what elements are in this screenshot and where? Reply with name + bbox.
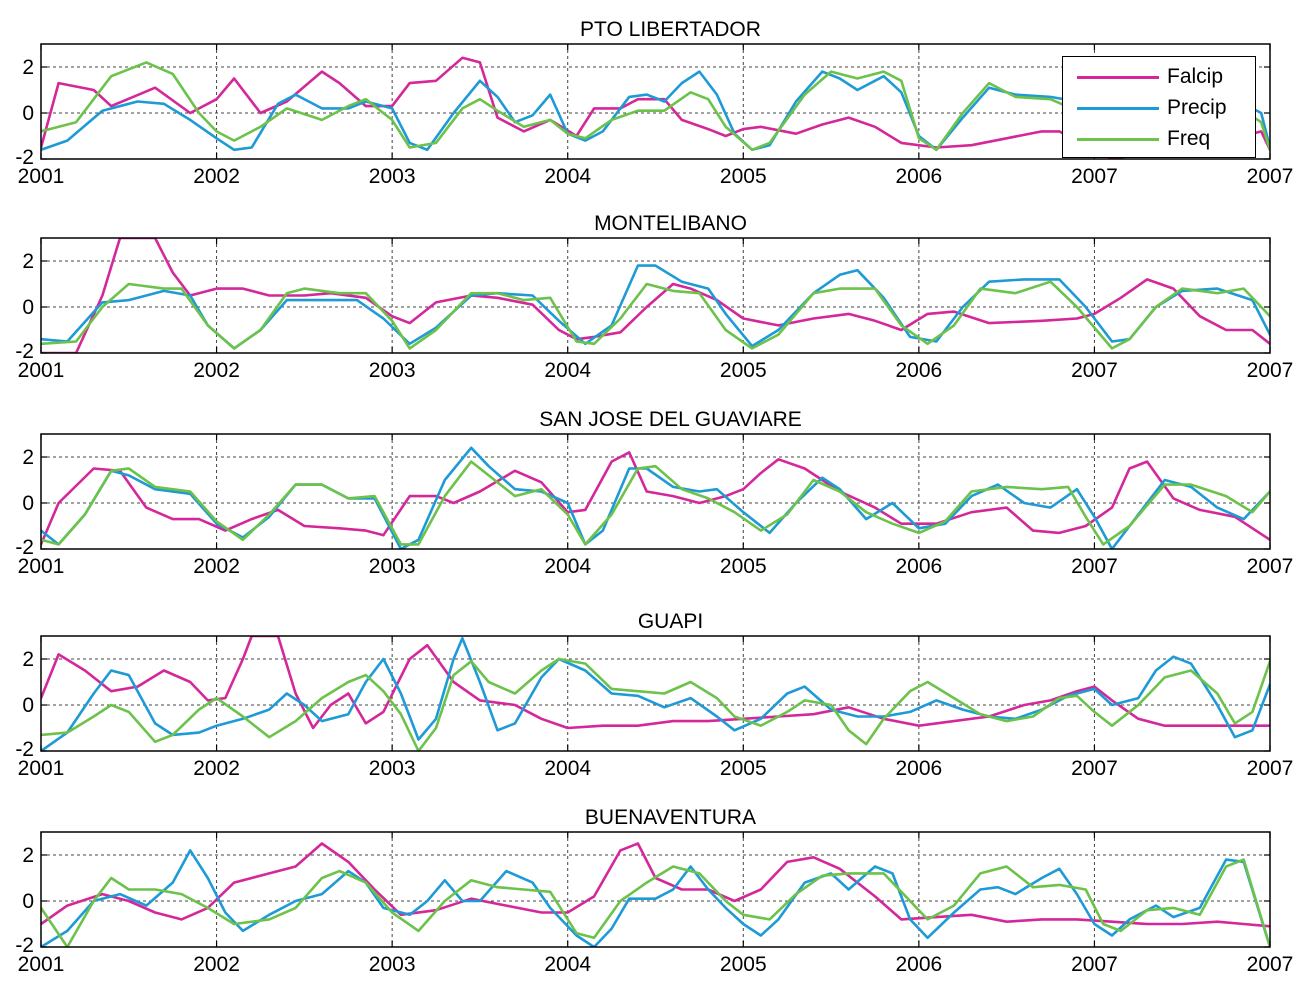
y-tick-label: 2 xyxy=(22,56,34,79)
x-tick-label: 2002 xyxy=(193,555,240,578)
series-line-freq xyxy=(41,61,1270,152)
series-line-freq xyxy=(41,280,1270,350)
axes-frame xyxy=(40,43,1271,160)
x-tick-label: 2007 xyxy=(1071,555,1118,578)
y-tick-label: -2 xyxy=(15,934,34,957)
legend-item-freq: Freq xyxy=(1063,124,1255,154)
axes-frame xyxy=(40,433,1271,550)
panel-title: SAN JOSE DEL GUAVIARE xyxy=(539,408,802,431)
legend: Falcip Precip Freq xyxy=(1062,56,1256,158)
y-tick-label: -2 xyxy=(15,340,34,363)
x-tick-label: 2005 xyxy=(720,953,767,976)
x-tick-label: 2004 xyxy=(544,555,591,578)
axes-frame xyxy=(40,635,1271,752)
legend-item-precip: Precip xyxy=(1063,93,1255,123)
panel-guapi: 2001 2002 2003 2004 2005 2006 2007 2007 -2 0 2 GUAP… xyxy=(15,610,1293,780)
y-tick-label: 2 xyxy=(22,648,34,671)
x-tick-label: 2005 xyxy=(720,165,767,188)
panel-montelibano: 2001 2002 2003 2004 2005 2006 2007 2007 -2 0 2 MONT… xyxy=(15,212,1293,382)
legend-item-falcip: Falcip xyxy=(1063,62,1255,92)
x-tick-label: 2007 xyxy=(1071,165,1118,188)
x-tick-label: 2004 xyxy=(544,165,591,188)
series-line-freq xyxy=(41,858,1270,947)
x-tick-label: 2002 xyxy=(193,359,240,382)
x-tick-label: 2006 xyxy=(895,555,942,578)
series-line-falcip xyxy=(41,842,1270,928)
x-tick-label: 2005 xyxy=(720,757,767,780)
series-line-precip xyxy=(41,70,1270,152)
x-tick-label: 2002 xyxy=(193,953,240,976)
x-tick-label: 2003 xyxy=(369,757,416,780)
legend-label-freq: Freq xyxy=(1167,127,1211,150)
panel-pto-libertador: 2001 2002 2003 2004 2005 2006 2007 2007 -2 0 2 PTO … xyxy=(15,18,1293,188)
series-line-precip xyxy=(41,446,1270,549)
x-tick-label: 2007 xyxy=(1247,555,1294,578)
x-tick-label: 2006 xyxy=(895,757,942,780)
x-tick-label: 2003 xyxy=(369,165,416,188)
panel-san-jose-del-guaviare: 2001 2002 2003 2004 2005 2006 2007 2007 -2 0 2 SAN … xyxy=(15,408,1293,578)
x-tick-label: 2004 xyxy=(544,757,591,780)
x-tick-label: 2001 xyxy=(18,757,65,780)
x-tick-label: 2007 xyxy=(1071,757,1118,780)
x-tick-label: 2004 xyxy=(544,359,591,382)
x-tick-label: 2004 xyxy=(544,953,591,976)
y-tick-label: 0 xyxy=(22,102,34,125)
panel-buenaventura: 2001 2002 2003 2004 2005 2006 2007 2007 -2 0 2 BUEN… xyxy=(15,806,1293,976)
x-tick-label: 2003 xyxy=(369,555,416,578)
axes-frame xyxy=(40,831,1271,948)
panel-title: PTO LIBERTADOR xyxy=(580,18,761,41)
legend-swatch-freq xyxy=(1077,138,1159,141)
y-tick-label: 0 xyxy=(22,890,34,913)
x-tick-label: 2001 xyxy=(18,359,65,382)
legend-label-precip: Precip xyxy=(1167,96,1227,119)
x-tick-label: 2002 xyxy=(193,757,240,780)
x-tick-label: 2001 xyxy=(18,165,65,188)
x-tick-label: 2007 xyxy=(1247,359,1294,382)
x-tick-label: 2006 xyxy=(895,953,942,976)
x-tick-label: 2006 xyxy=(895,359,942,382)
x-tick-label: 2007 xyxy=(1071,359,1118,382)
x-tick-label: 2007 xyxy=(1247,165,1294,188)
series-line-falcip xyxy=(41,238,1270,353)
series-line-freq xyxy=(41,460,1270,546)
panel-title: MONTELIBANO xyxy=(594,212,747,235)
x-tick-label: 2005 xyxy=(720,359,767,382)
series-line-precip xyxy=(41,849,1270,947)
series-line-precip xyxy=(41,637,1270,751)
x-tick-label: 2003 xyxy=(369,953,416,976)
x-tick-label: 2003 xyxy=(369,359,416,382)
panel-title: BUENAVENTURA xyxy=(585,806,756,829)
series-line-falcip xyxy=(41,56,1270,159)
legend-swatch-precip xyxy=(1077,107,1159,110)
legend-label-falcip: Falcip xyxy=(1167,65,1224,88)
axes-frame xyxy=(40,237,1271,354)
x-tick-label: 2002 xyxy=(193,165,240,188)
y-tick-label: 2 xyxy=(22,446,34,469)
series-line-falcip xyxy=(41,636,1270,730)
y-tick-label: 2 xyxy=(22,250,34,273)
x-tick-label: 2006 xyxy=(895,165,942,188)
panel-title: GUAPI xyxy=(638,610,703,633)
series-line-freq xyxy=(41,657,1270,751)
x-tick-label: 2007 xyxy=(1071,953,1118,976)
y-tick-label: -2 xyxy=(15,146,34,169)
y-tick-label: -2 xyxy=(15,738,34,761)
y-tick-label: 0 xyxy=(22,694,34,717)
x-tick-label: 2001 xyxy=(18,953,65,976)
series-line-falcip xyxy=(41,451,1270,546)
x-tick-label: 2007 xyxy=(1247,953,1294,976)
y-tick-label: 0 xyxy=(22,296,34,319)
legend-swatch-falcip xyxy=(1077,76,1159,79)
y-tick-label: 0 xyxy=(22,492,34,515)
x-tick-label: 2005 xyxy=(720,555,767,578)
y-tick-label: 2 xyxy=(22,844,34,867)
x-tick-label: 2007 xyxy=(1247,757,1294,780)
y-tick-label: -2 xyxy=(15,536,34,559)
x-tick-label: 2001 xyxy=(18,555,65,578)
